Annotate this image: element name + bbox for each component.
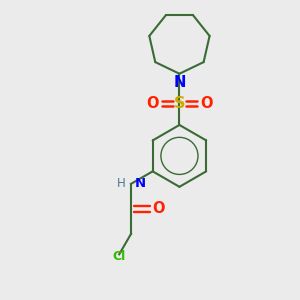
Text: O: O xyxy=(152,201,165,216)
Text: S: S xyxy=(174,96,185,111)
Text: H: H xyxy=(117,177,126,190)
Text: O: O xyxy=(200,96,213,111)
Text: N: N xyxy=(173,75,186,90)
Text: O: O xyxy=(146,96,159,111)
Text: N: N xyxy=(134,177,146,190)
Text: Cl: Cl xyxy=(112,250,126,263)
